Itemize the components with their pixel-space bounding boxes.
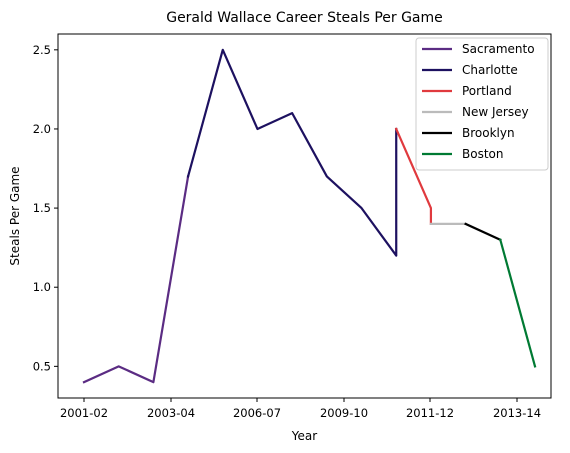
plot-frame: [57, 33, 552, 399]
x-axis-title: Year: [291, 429, 317, 443]
legend-label-sacramento: Sacramento: [462, 42, 535, 56]
y-tick-label: 1.5: [33, 201, 51, 215]
y-axis-title: Steals Per Game: [8, 166, 22, 265]
x-axis-ticks: 2001-02 2003-04 2006-07 2009-10 2011-12 2013-…: [60, 398, 541, 420]
series-line-portland: [394, 127, 433, 226]
x-tick-label: 2009-10: [320, 406, 368, 420]
series-line-brooklyn: [464, 222, 502, 242]
legend: Sacramento Charlotte Portland New Jersey Bro…: [415, 37, 549, 171]
x-tick-label: 2006-07: [233, 406, 281, 420]
series-line-charlotte: [186, 48, 398, 257]
x-tick-label: 2003-04: [147, 406, 195, 420]
legend-label-portland: Portland: [462, 84, 512, 98]
series-line-sacramento: [82, 175, 190, 384]
legend-label-charlotte: Charlotte: [462, 63, 518, 77]
legend-label-boston: Boston: [462, 147, 503, 161]
legend-label-new-jersey: New Jersey: [462, 105, 529, 119]
y-tick-label: 1.0: [33, 280, 51, 294]
x-tick-label: 2013-14: [493, 406, 541, 420]
y-tick-label: 2.5: [33, 43, 51, 57]
series-line-boston: [498, 238, 537, 368]
y-tick-label: 0.5: [33, 359, 51, 373]
legend-label-brooklyn: Brooklyn: [462, 126, 515, 140]
chart-title: Gerald Wallace Career Steals Per Game: [166, 10, 443, 26]
y-axis-ticks: 0.5 1.0 1.5 2.0 2.5: [33, 43, 58, 373]
y-tick-label: 2.0: [33, 122, 51, 136]
x-tick-label: 2011-12: [406, 406, 454, 420]
x-tick-label: 2001-02: [60, 406, 108, 420]
plot-lines: [82, 48, 537, 384]
